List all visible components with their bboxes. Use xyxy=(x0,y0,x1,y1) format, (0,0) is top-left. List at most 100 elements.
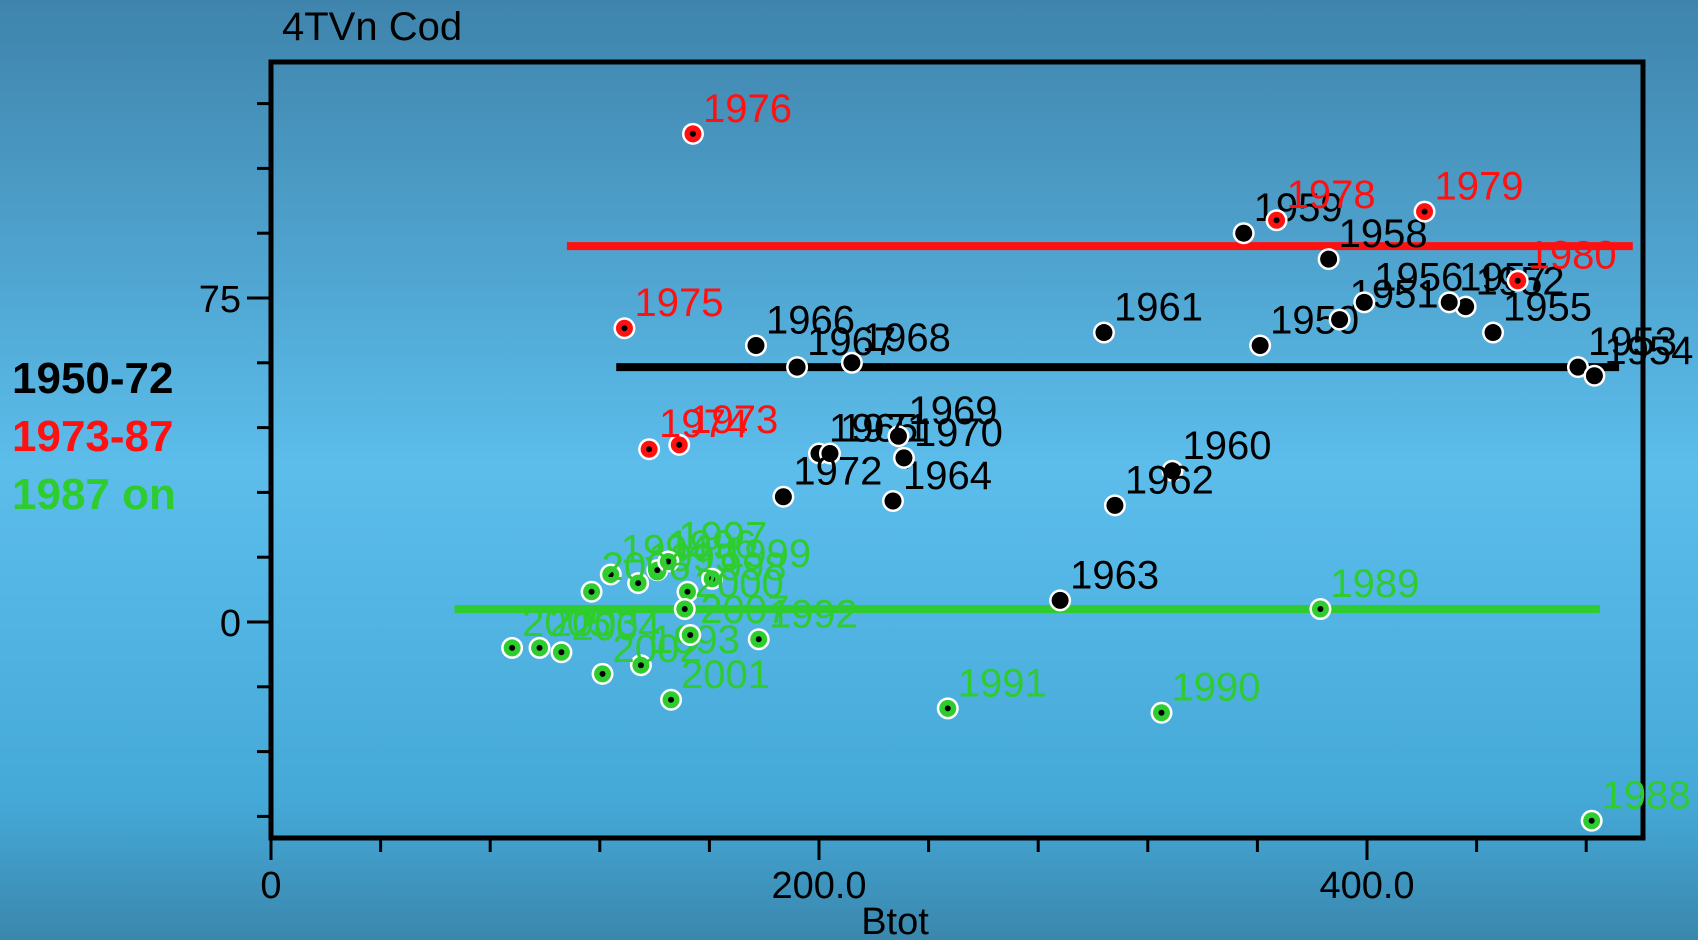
point-core xyxy=(1514,277,1521,284)
data-point-1961: 1961 xyxy=(1092,286,1203,344)
point-core xyxy=(665,558,672,565)
point-label: 1972 xyxy=(793,450,882,494)
data-point-1966: 1966 xyxy=(744,299,855,357)
point-core xyxy=(588,588,595,595)
point-core xyxy=(1574,364,1581,371)
y-tick-label: 0 xyxy=(220,603,241,645)
data-point-1957: 1957 xyxy=(1438,255,1548,314)
data-point-1992: 1992 xyxy=(747,592,858,651)
point-core xyxy=(794,364,801,371)
point-core xyxy=(709,575,716,582)
point-core xyxy=(889,498,896,505)
data-point-1974: 1974 xyxy=(638,402,748,461)
point-core xyxy=(1325,256,1332,263)
legend-item-1950-72: 1950-72 xyxy=(12,354,174,403)
data-point-1996: 1996 xyxy=(646,523,756,582)
data-point-2005: 2005 xyxy=(501,601,611,659)
point-core xyxy=(1446,299,1453,306)
point-core xyxy=(684,588,691,595)
x-tick-label: 200.0 xyxy=(771,865,866,907)
point-core xyxy=(607,571,614,578)
point-core xyxy=(687,631,694,638)
x-axis-label: Btot xyxy=(861,901,929,940)
data-point-2003: 2003 xyxy=(528,601,639,659)
point-core xyxy=(1257,342,1264,349)
point-core xyxy=(826,450,833,457)
point-label: 1978 xyxy=(1287,173,1376,217)
point-label: 1966 xyxy=(766,299,855,343)
point-core xyxy=(599,670,606,677)
point-core xyxy=(1361,299,1368,306)
data-point-1978: 1978 xyxy=(1265,173,1376,232)
data-point-1964: 1964 xyxy=(881,454,992,513)
data-point-1979: 1979 xyxy=(1413,165,1524,223)
point-core xyxy=(895,433,902,440)
point-label: 2001 xyxy=(681,653,770,697)
point-label: 2000 xyxy=(695,562,784,606)
point-core xyxy=(654,567,661,574)
point-label: 2006 xyxy=(602,545,691,589)
point-core xyxy=(1462,303,1469,310)
point-core xyxy=(536,644,543,651)
data-points: 1950195119521953195419551956195719581959… xyxy=(501,87,1693,832)
point-label: 1953 xyxy=(1588,320,1677,364)
data-point-2004: 2004 xyxy=(550,605,660,664)
point-label: 1989 xyxy=(1330,562,1419,606)
point-label: 1974 xyxy=(659,402,748,446)
legend-item-1973-87: 1973-87 xyxy=(12,412,174,461)
point-core xyxy=(1591,372,1598,379)
point-label: 2007 xyxy=(700,588,789,632)
x-tick-label: 400.0 xyxy=(1319,865,1414,907)
point-core xyxy=(1273,217,1280,224)
point-core xyxy=(635,580,642,587)
point-core xyxy=(944,705,951,712)
point-label: 2003 xyxy=(550,601,639,645)
point-core xyxy=(558,649,565,656)
point-label: 1957 xyxy=(1459,255,1548,299)
data-point-1976: 1976 xyxy=(681,87,792,145)
data-point-1969: 1969 xyxy=(887,389,997,448)
legend: 1950-72 1973-87 1987 on xyxy=(12,350,176,524)
data-point-1958: 1958 xyxy=(1317,212,1428,271)
point-core xyxy=(637,662,644,669)
point-label: 1976 xyxy=(703,87,792,131)
point-label: 1962 xyxy=(1125,458,1214,502)
point-core xyxy=(676,441,683,448)
point-label: 1980 xyxy=(1528,234,1617,278)
data-point-1998: 1998 xyxy=(676,545,786,603)
data-point-1991: 1991 xyxy=(936,661,1047,720)
data-point-1963: 1963 xyxy=(1049,553,1159,612)
y-tick-label: 75 xyxy=(199,279,241,321)
point-label: 1992 xyxy=(769,592,858,636)
point-label: 1960 xyxy=(1182,424,1271,468)
point-label: 1958 xyxy=(1339,212,1428,256)
point-label: 2004 xyxy=(571,605,660,649)
plot-frame xyxy=(268,59,1646,841)
point-label: 1991 xyxy=(958,661,1047,705)
point-core xyxy=(689,130,696,137)
point-label: 1996 xyxy=(667,523,756,567)
point-core xyxy=(1588,817,1595,824)
point-core xyxy=(900,454,907,461)
y-axis: 0 75 xyxy=(199,102,271,818)
data-point-2006: 2006 xyxy=(580,545,691,603)
point-core xyxy=(848,359,855,366)
point-core xyxy=(621,325,628,332)
point-label: 1971 xyxy=(840,407,929,451)
data-point-2001: 2001 xyxy=(660,653,770,711)
point-label: 1970 xyxy=(914,411,1003,455)
point-core xyxy=(752,342,759,349)
point-label: 1964 xyxy=(903,454,992,498)
data-point-1970: 1970 xyxy=(892,411,1003,469)
mean-lines xyxy=(454,242,1633,614)
data-point-1953: 1953 xyxy=(1566,320,1677,379)
data-point-1988: 1988 xyxy=(1580,774,1691,832)
data-point-1960: 1960 xyxy=(1161,424,1271,482)
data-point-1990: 1990 xyxy=(1150,666,1260,724)
point-label: 1969 xyxy=(908,389,997,433)
point-label: 1968 xyxy=(862,316,951,360)
data-point-1999: 1999 xyxy=(701,532,811,590)
data-point-1968: 1968 xyxy=(840,316,951,374)
chart-title: 4TVn Cod xyxy=(282,5,462,49)
